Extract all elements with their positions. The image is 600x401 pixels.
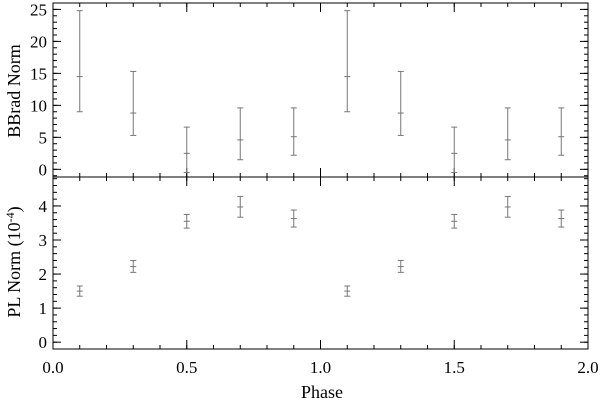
y-tick-label: 0 bbox=[39, 333, 48, 352]
y-tick-label: 4 bbox=[39, 197, 48, 216]
data-point bbox=[504, 107, 511, 161]
y-tick-label: 0 bbox=[39, 160, 48, 179]
data-point bbox=[130, 259, 137, 273]
data-point bbox=[183, 126, 190, 174]
bottom-y-axis-label: PL Norm (10-4) bbox=[3, 206, 25, 317]
y-tick-label: 20 bbox=[30, 32, 47, 51]
data-point bbox=[76, 10, 83, 113]
data-point bbox=[451, 213, 458, 229]
data-point bbox=[183, 213, 190, 229]
data-point bbox=[237, 195, 244, 218]
data-point bbox=[237, 107, 244, 161]
data-point bbox=[290, 209, 297, 228]
y-tick-label: 1 bbox=[39, 299, 48, 318]
y-tick-label: 10 bbox=[30, 96, 47, 115]
data-point bbox=[558, 209, 565, 228]
y-tick-label: 3 bbox=[39, 231, 48, 250]
data-point bbox=[290, 107, 297, 156]
data-point bbox=[344, 10, 351, 113]
data-point bbox=[344, 285, 351, 297]
x-tick-label: 2.0 bbox=[577, 358, 598, 377]
x-axis-label: Phase bbox=[301, 382, 343, 401]
bottom-y-axis-label-main: PL Norm (10 bbox=[4, 222, 25, 317]
top-y-axis-label: BBrad Norm bbox=[4, 44, 24, 138]
data-point bbox=[397, 259, 404, 273]
y-tick-label: 25 bbox=[30, 0, 47, 19]
data-point bbox=[504, 195, 511, 218]
x-tick-label: 1.0 bbox=[310, 358, 331, 377]
y-tick-label: 2 bbox=[39, 265, 48, 284]
data-point bbox=[76, 285, 83, 297]
data-point bbox=[451, 126, 458, 174]
x-tick-label: 1.5 bbox=[444, 358, 465, 377]
x-tick-label: 0.0 bbox=[42, 358, 63, 377]
bottom-panel-pl-norm: 0 1 2 3 4 0.0 0.5 1.0 1.5 2.0 bbox=[39, 176, 599, 377]
data-point bbox=[397, 70, 404, 136]
data-point bbox=[558, 107, 565, 156]
bottom-y-axis-label-close: ) bbox=[4, 206, 25, 212]
top-panel-bbrad-norm: 0 5 10 15 20 25 bbox=[30, 0, 589, 179]
data-point bbox=[130, 70, 137, 136]
x-tick-label: 0.5 bbox=[176, 358, 197, 377]
y-tick-label: 5 bbox=[39, 128, 48, 147]
y-tick-label: 15 bbox=[30, 64, 47, 83]
bottom-y-axis-label-exponent: -4 bbox=[3, 212, 17, 222]
